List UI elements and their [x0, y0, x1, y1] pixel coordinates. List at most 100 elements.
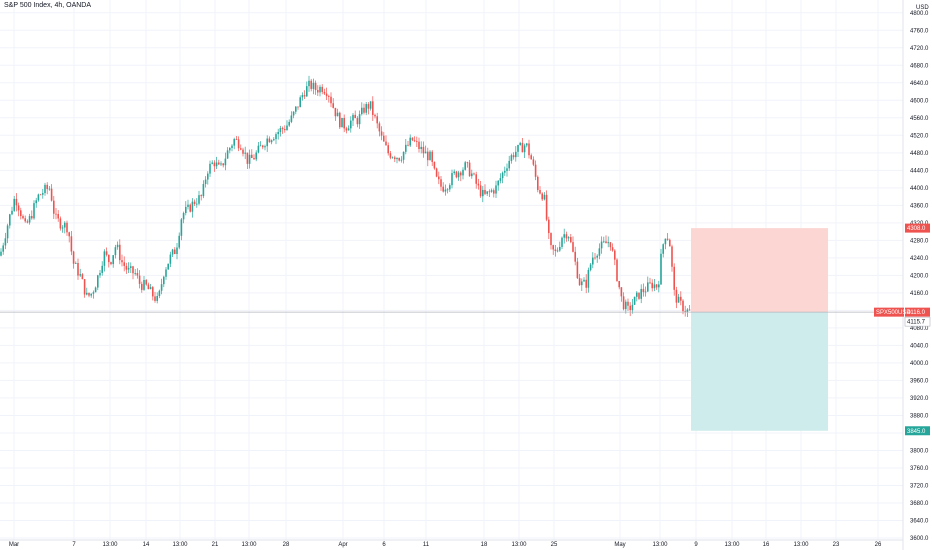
symbol-tag-bg	[874, 307, 904, 317]
candle-up	[457, 172, 460, 178]
candle-up	[361, 107, 363, 115]
candle-down	[125, 265, 128, 270]
candle-down	[46, 184, 48, 190]
candle-down	[378, 123, 381, 132]
candle-down	[638, 292, 640, 299]
candle-up	[127, 267, 130, 270]
candle-up	[449, 185, 451, 190]
candle-up	[365, 104, 367, 113]
candle-up	[229, 147, 231, 151]
price-axis[interactable]: 4800.0 4760.0 4720.0 4680.0 4640.0 4600.0 4560…	[902, 0, 929, 550]
candle-up	[79, 274, 81, 276]
candle-down	[433, 161, 436, 169]
candle-down	[528, 143, 530, 156]
x-tick-label: 13:00	[511, 542, 527, 548]
candle-down	[389, 153, 392, 158]
candle-up	[644, 291, 647, 293]
position-zones[interactable]	[691, 228, 828, 431]
candle-down	[548, 219, 550, 234]
candle-down	[246, 152, 249, 164]
candle-up	[299, 97, 301, 108]
candle-down	[110, 262, 112, 265]
candle-down	[411, 137, 414, 141]
candle-up	[97, 275, 99, 288]
candle-down	[141, 283, 143, 290]
price-tags: 4308.0 3845.0 4116.0 4115.7 SPX500USD	[874, 223, 931, 436]
currency-label: USD	[916, 5, 929, 11]
candle-down	[68, 232, 70, 237]
candle-up	[499, 178, 502, 181]
candle-up	[244, 152, 246, 154]
candle-up	[506, 168, 508, 171]
candle-up	[116, 244, 119, 248]
candle-down	[303, 95, 306, 97]
candle-down	[240, 148, 242, 150]
candle-down	[442, 186, 444, 192]
y-tick-label: 4200.0	[910, 273, 929, 279]
candle-down	[616, 259, 618, 281]
candle-up	[495, 185, 497, 194]
candle-up	[290, 115, 293, 122]
candle-up	[112, 255, 114, 265]
x-tick-label: 18	[481, 542, 488, 548]
candle-down	[15, 198, 18, 206]
candle-up	[233, 139, 235, 146]
candle-down	[50, 188, 53, 201]
candle-up	[486, 191, 488, 194]
candle-up	[660, 253, 662, 285]
candle-down	[323, 91, 326, 94]
candle-down	[332, 103, 334, 108]
candle-up	[636, 292, 638, 297]
previous-close-tag-bg	[904, 316, 931, 327]
candle-down	[330, 96, 332, 104]
candle-down	[554, 249, 557, 252]
candle-down	[138, 275, 141, 284]
stop-price-tag-bg	[905, 223, 930, 233]
candle-up	[182, 213, 185, 220]
y-tick-label: 3640.0	[910, 518, 929, 524]
y-tick-label: 3880.0	[910, 413, 929, 419]
candle-up	[312, 82, 315, 89]
candlesticks	[0, 75, 691, 317]
candle-up	[209, 163, 211, 174]
candle-down	[576, 261, 579, 279]
candle-up	[224, 158, 227, 166]
candle-up	[603, 241, 605, 243]
x-tick-label: May	[614, 542, 625, 548]
candle-down	[147, 284, 150, 290]
candle-down	[284, 129, 286, 131]
candle-up	[4, 238, 7, 246]
candle-down	[145, 280, 147, 285]
candle-up	[160, 284, 163, 291]
candle-down	[328, 96, 330, 97]
candle-down	[611, 247, 614, 251]
candle-up	[444, 189, 447, 192]
candle-down	[83, 279, 86, 295]
x-tick-label: Mar	[9, 542, 19, 548]
candle-down	[383, 135, 385, 142]
candle-down	[532, 159, 535, 165]
candle-up	[163, 276, 165, 285]
y-tick-label: 4760.0	[910, 28, 929, 34]
candle-up	[114, 247, 117, 256]
candle-down	[374, 114, 376, 117]
symbol-tag: SPX500USD	[876, 310, 911, 316]
candle-up	[171, 249, 174, 255]
candle-down	[222, 163, 224, 166]
candle-down	[119, 244, 121, 261]
candle-down	[262, 145, 264, 148]
candle-up	[429, 151, 431, 161]
candle-up	[211, 162, 213, 164]
candle-down	[521, 142, 524, 153]
candle-down	[121, 260, 123, 263]
candle-up	[453, 171, 455, 174]
time-axis[interactable]: Mar 7 13:00 14 13:00 21 13:00 28 Apr 6 11 18 13:00 25…	[0, 539, 903, 548]
x-tick-label: 13:00	[172, 542, 188, 548]
candle-up	[405, 144, 407, 152]
candle-up	[592, 257, 594, 265]
candle-down	[673, 266, 675, 290]
candle-up	[306, 86, 308, 97]
candle-up	[92, 292, 95, 294]
